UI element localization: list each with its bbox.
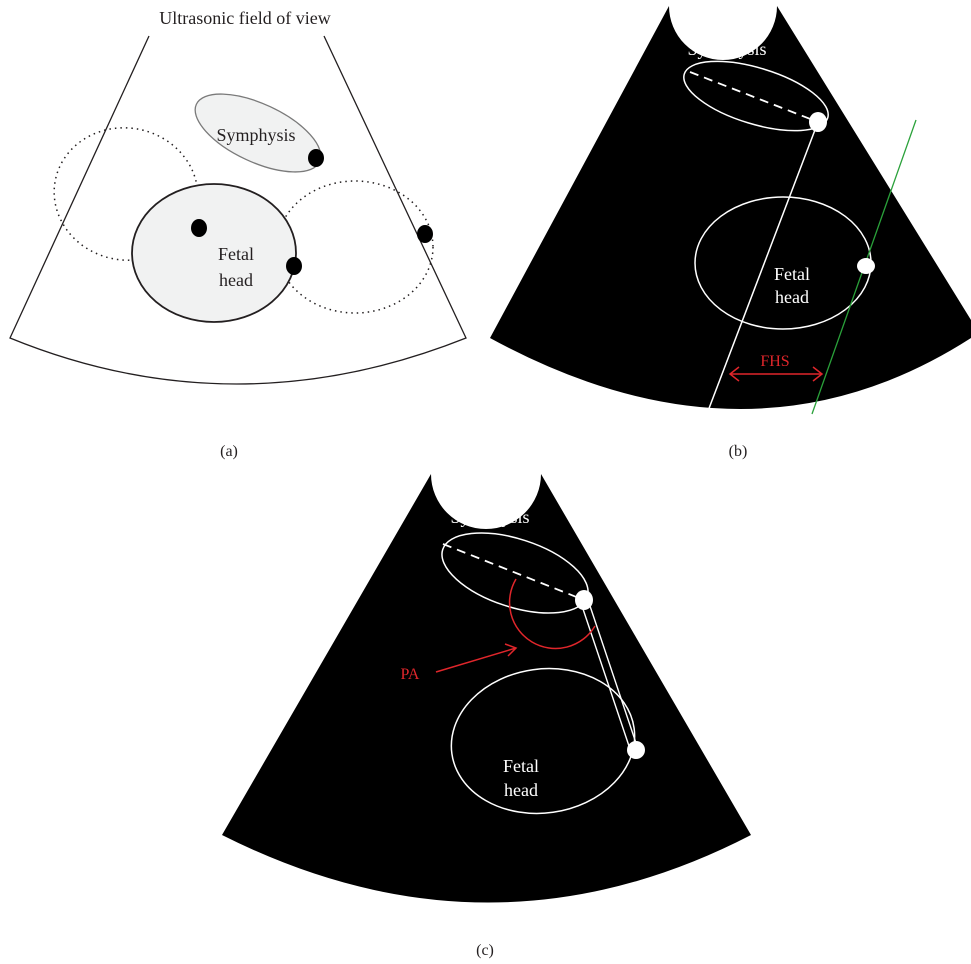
fhs-arrow: [728, 366, 824, 382]
tangent-line-inner: [580, 602, 632, 753]
tangent-line-outer: [587, 599, 639, 750]
fetal-head-label-c-line2: head: [504, 780, 538, 800]
pa-arrow: [435, 643, 518, 673]
caption-b: (b): [729, 443, 748, 460]
symphysis-ellipse-b: [683, 60, 829, 132]
head-landmark-dot-left: [191, 219, 207, 237]
symphysis-label-c: Symphysis: [450, 507, 529, 527]
symphysis-landmark-dot-b: [809, 112, 827, 132]
head-landmark-dot-center: [286, 257, 302, 275]
scan-sector-b: [490, 6, 971, 409]
caption-c: (c): [476, 942, 494, 959]
head-landmark-dot-b: [857, 258, 875, 274]
fetal-head-ellipse-a: [131, 183, 297, 323]
pa-label: PA: [401, 666, 420, 683]
symphysis-axis-dashed-c: [442, 543, 585, 601]
scan-sector-c: [222, 474, 751, 903]
head-landmark-dot-c: [627, 741, 645, 759]
symphysis-label-a: Symphysis: [216, 125, 295, 145]
fetal-head-label-a-line2: head: [219, 270, 253, 290]
fetal-head-label-b-line1: Fetal: [774, 264, 810, 284]
symphysis-axis-dashed-b: [689, 71, 819, 123]
fetal-head-label-b-line2: head: [775, 287, 809, 307]
fetal-head-ellipse-c: [450, 667, 636, 815]
caption-a: (a): [220, 443, 238, 460]
symphysis-landmark-dot-a: [308, 149, 324, 167]
panel-b: Symphysis Fetal head FHS (b): [490, 6, 971, 460]
fhs-label: FHS: [760, 353, 789, 370]
symphysis-label-b: Symphysis: [687, 39, 766, 59]
pa-angle-arc: [508, 578, 596, 650]
panel-c: Symphysis Fetal head PA (c): [222, 474, 751, 959]
infrapubic-line-b: [707, 121, 819, 412]
fetal-head-label-c-line1: Fetal: [503, 756, 539, 776]
panel-a-title: Ultrasonic field of view: [159, 8, 330, 28]
panel-a: Ultrasonic field of view Symphysis Fetal…: [9, 8, 467, 460]
symphysis-landmark-dot-c: [575, 590, 593, 610]
fetal-head-label-a-line1: Fetal: [218, 244, 254, 264]
head-landmark-dot-right: [417, 225, 433, 243]
